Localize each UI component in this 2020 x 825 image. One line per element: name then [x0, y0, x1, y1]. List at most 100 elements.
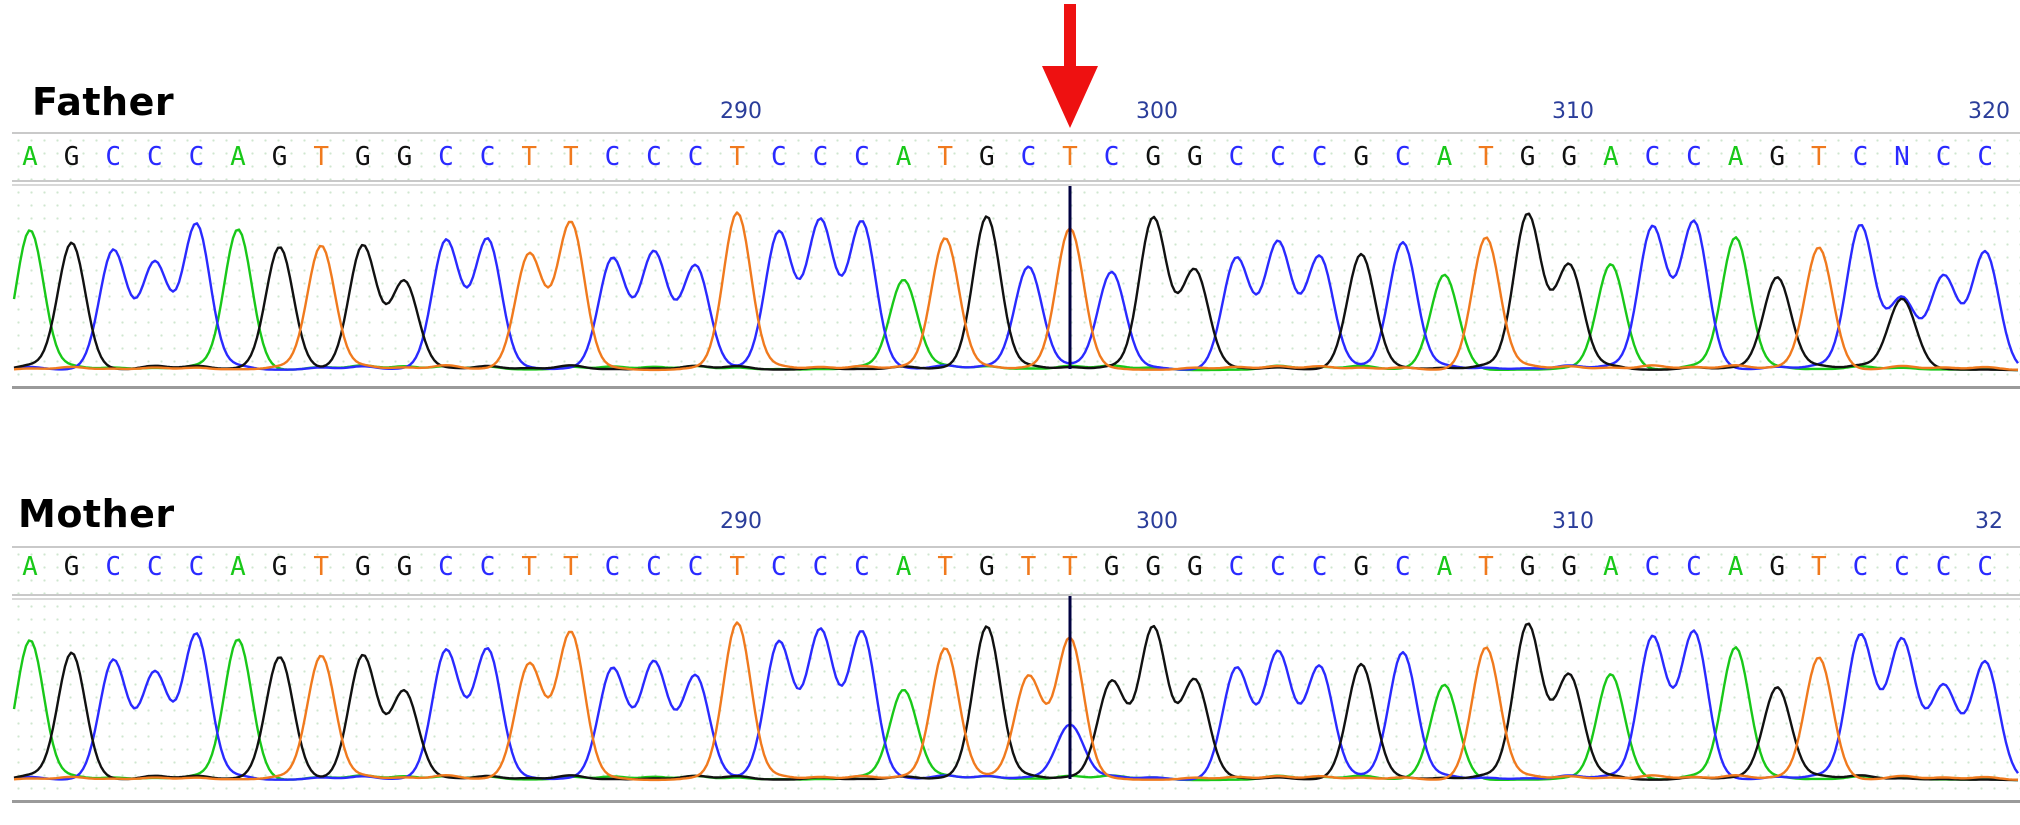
base-call: G	[397, 552, 413, 582]
base-call: G	[1520, 552, 1536, 582]
base-call: C	[1395, 552, 1411, 582]
base-call: T	[729, 142, 745, 172]
position-tick-label: 32	[1975, 509, 2003, 534]
base-call: C	[1229, 552, 1245, 582]
base-call: G	[64, 552, 80, 582]
trace-line-T	[13, 211, 2019, 372]
arrow-head	[1042, 66, 1098, 128]
base-call: A	[896, 142, 912, 172]
base-call: T	[521, 552, 537, 582]
base-call: C	[605, 142, 621, 172]
base-call: A	[230, 552, 246, 582]
base-call: T	[313, 142, 329, 172]
base-call: C	[1229, 142, 1245, 172]
base-call: C	[854, 142, 870, 172]
father-sequence-strip	[12, 132, 2020, 182]
base-call: T	[313, 552, 329, 582]
base-call: C	[1312, 552, 1328, 582]
mother-sequence-strip	[12, 546, 2020, 596]
base-call: C	[1853, 142, 1869, 172]
position-tick-label: 290	[720, 509, 762, 534]
base-call: A	[1603, 142, 1619, 172]
base-call: G	[1520, 142, 1536, 172]
base-call: A	[1728, 142, 1744, 172]
base-call: C	[1104, 142, 1120, 172]
base-call: C	[813, 552, 829, 582]
base-call: C	[1021, 142, 1037, 172]
base-call: G	[979, 552, 995, 582]
base-call: C	[105, 552, 121, 582]
base-call: C	[688, 142, 704, 172]
base-call: C	[1977, 142, 1993, 172]
base-call: C	[1270, 552, 1286, 582]
father-trace-area	[12, 184, 2020, 389]
base-call: C	[1936, 552, 1952, 582]
mutation-arrow-icon	[1042, 4, 1098, 128]
base-call: C	[1270, 142, 1286, 172]
base-call: T	[937, 142, 953, 172]
base-call: G	[355, 552, 371, 582]
arrow-shaft	[1064, 4, 1076, 70]
base-call: C	[771, 142, 787, 172]
base-call: G	[1769, 552, 1785, 582]
position-tick-label: 300	[1136, 99, 1178, 124]
position-tick-label: 290	[720, 99, 762, 124]
position-tick-label: 320	[1968, 99, 2010, 124]
position-tick-label: 300	[1136, 509, 1178, 534]
base-call: G	[979, 142, 995, 172]
base-call: G	[1353, 142, 1369, 172]
trace-line-T	[13, 621, 2019, 782]
base-call: C	[147, 552, 163, 582]
base-call: T	[729, 552, 745, 582]
trace-line-G	[13, 212, 2018, 372]
base-call: C	[646, 142, 662, 172]
base-call: T	[1478, 142, 1494, 172]
base-call: C	[105, 142, 121, 172]
mother-chromatogram: Mother 290 300 310 32 A G C C C A G T G G C C T T C C C T C C C A…	[0, 410, 2020, 803]
father-label: Father	[32, 80, 175, 124]
base-call: A	[22, 142, 38, 172]
base-call: A	[896, 552, 912, 582]
base-call: C	[189, 552, 205, 582]
base-call: G	[64, 142, 80, 172]
base-call: G	[355, 142, 371, 172]
base-call: C	[1645, 552, 1661, 582]
base-call: G	[1145, 552, 1161, 582]
base-call: N	[1894, 142, 1910, 172]
base-call: T	[1062, 142, 1078, 172]
mother-trace-svg: 290 300 310 32A G C C C A G T G G C C T T C C C T C C C A T G T T G G G…	[12, 509, 2019, 782]
base-call: T	[1478, 552, 1494, 582]
base-call: A	[22, 552, 38, 582]
position-tick-label: 310	[1552, 99, 1594, 124]
base-call: A	[1437, 552, 1453, 582]
base-call: G	[1187, 552, 1203, 582]
base-call: G	[397, 142, 413, 172]
base-call: T	[1811, 142, 1827, 172]
base-call: C	[1686, 552, 1702, 582]
base-call: G	[1187, 142, 1203, 172]
base-call: C	[1936, 142, 1952, 172]
base-call: C	[147, 142, 163, 172]
base-call: G	[272, 552, 288, 582]
father-chromatogram: Father 290 300 310 320 A G C C C A G T G G C C T T C C C T C C C…	[0, 0, 2020, 389]
base-call: C	[438, 142, 454, 172]
base-call: T	[563, 142, 579, 172]
base-call: C	[1645, 142, 1661, 172]
base-call: T	[937, 552, 953, 582]
base-call: C	[480, 552, 496, 582]
base-call: G	[1104, 552, 1120, 582]
position-tick-label: 310	[1552, 509, 1594, 534]
base-call: A	[1603, 552, 1619, 582]
base-call: C	[438, 552, 454, 582]
mother-trace-area	[12, 598, 2020, 803]
trace-line-G	[13, 622, 2018, 782]
base-call: G	[1353, 552, 1369, 582]
base-call: T	[563, 552, 579, 582]
base-call: A	[230, 142, 246, 172]
base-call: C	[646, 552, 662, 582]
base-call: G	[1561, 552, 1577, 582]
trace-line-C	[13, 627, 2019, 781]
base-call: T	[521, 142, 537, 172]
base-call: C	[189, 142, 205, 172]
